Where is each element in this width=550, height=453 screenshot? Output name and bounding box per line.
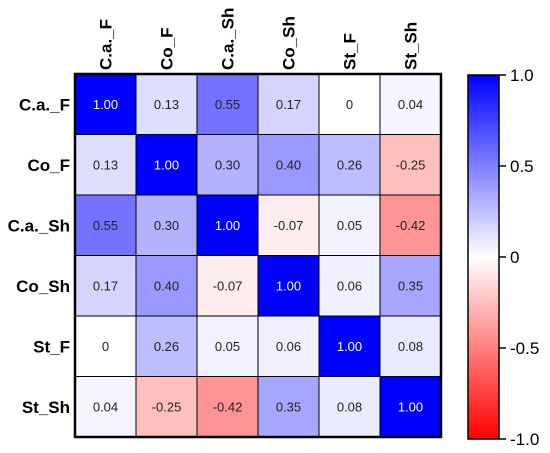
cell-value-label: 0.40 <box>154 278 179 293</box>
cell-value-label: -0.42 <box>396 218 426 233</box>
colorbar-tick-label: 1.0 <box>510 66 534 85</box>
colorbar-gradient-bar <box>467 74 500 440</box>
cell-value-label: 0.08 <box>337 399 362 414</box>
heatmap-value-labels: 1.00 0.13 0.55 0.17 0 0.04 0.13 1.00 0.30 0.40 0.2… <box>93 97 425 415</box>
colorbar-tick-label: -0.5 <box>510 339 539 358</box>
heatmap-cell <box>379 376 442 438</box>
heatmap-cells <box>74 73 442 438</box>
cell-value-label: 0.40 <box>276 157 301 172</box>
cell-value-label: 0.35 <box>398 278 423 293</box>
cell-value-label: 1.00 <box>215 218 240 233</box>
cell-value-label: 0.06 <box>276 339 301 354</box>
colorbar-tick-label: -1.0 <box>510 430 539 449</box>
heatmap-cell <box>135 255 198 317</box>
column-label: C.a._F <box>97 19 116 70</box>
column-label: Co_F <box>158 28 177 71</box>
heatmap-cell <box>318 315 381 377</box>
colorbar-tick-label: 0 <box>510 248 519 267</box>
row-label: Co_Sh <box>16 277 70 296</box>
cell-value-label: 0.04 <box>398 97 423 112</box>
heatmap-frame <box>73 72 443 439</box>
row-label: C.a._Sh <box>8 216 70 235</box>
cell-value-label: 0.26 <box>337 157 362 172</box>
cell-value-label: 0.35 <box>276 399 301 414</box>
column-label: St_F <box>341 33 360 70</box>
cell-value-label: 0 <box>346 97 353 112</box>
heatmap-cell <box>257 315 320 377</box>
cell-value-label: -0.42 <box>213 399 243 414</box>
cell-value-label: 0.04 <box>93 399 118 414</box>
colorbar-ticks: 1.0 0.5 0 -0.5 -1.0 <box>499 66 539 449</box>
heatmap-cell <box>196 315 259 377</box>
colorbar-tick-label: 0.5 <box>510 157 534 176</box>
row-label: St_Sh <box>22 398 70 417</box>
cell-value-label: 0.55 <box>215 97 240 112</box>
cell-value-label: 0.05 <box>215 339 240 354</box>
heatmap-cell <box>379 73 442 135</box>
column-label: C.a._Sh <box>219 8 238 70</box>
row-label: Co_F <box>28 156 71 175</box>
cell-value-label: 0.08 <box>398 339 423 354</box>
cell-value-label: -0.25 <box>152 399 182 414</box>
cell-value-label: 1.00 <box>276 278 301 293</box>
heatmap-cell <box>135 194 198 256</box>
cell-value-label: 0.30 <box>154 218 179 233</box>
cell-value-label: -0.07 <box>274 218 304 233</box>
column-label: St_Sh <box>402 22 421 70</box>
cell-value-label: 1.00 <box>337 339 362 354</box>
heatmap-cell <box>135 134 198 196</box>
row-label: C.a._F <box>19 95 70 114</box>
cell-value-label: 0.13 <box>93 157 118 172</box>
column-label: Co_Sh <box>280 16 299 70</box>
cell-value-label: 1.00 <box>154 157 179 172</box>
cell-value-label: 0.13 <box>154 97 179 112</box>
heatmap-cell <box>318 194 381 256</box>
heatmap-cell <box>318 255 381 317</box>
heatmap-cell <box>257 255 320 317</box>
cell-value-label: 0.17 <box>93 278 118 293</box>
cell-value-label: 1.00 <box>93 97 118 112</box>
heatmap-cell <box>257 194 320 256</box>
row-labels: C.a._F Co_F C.a._Sh Co_Sh St_F St_Sh <box>8 95 70 417</box>
heatmap-cell <box>74 376 137 438</box>
cell-value-label: 0.06 <box>337 278 362 293</box>
heatmap-cell <box>196 255 259 317</box>
row-label: St_F <box>33 337 70 356</box>
heatmap-cell <box>257 134 320 196</box>
cell-value-label: 0.55 <box>93 218 118 233</box>
cell-value-label: -0.07 <box>213 278 243 293</box>
cell-value-label: 0 <box>102 339 109 354</box>
cell-value-label: 0.30 <box>215 157 240 172</box>
heatmap-cell <box>135 73 198 135</box>
cell-value-label: 0.17 <box>276 97 301 112</box>
heatmap-cell <box>379 194 442 256</box>
heatmap-cell <box>74 255 137 317</box>
cell-value-label: -0.25 <box>396 157 426 172</box>
cell-value-label: 1.00 <box>398 399 423 414</box>
heatmap-cell <box>379 134 442 196</box>
cell-value-label: 0.26 <box>154 339 179 354</box>
column-labels: C.a._F Co_F C.a._Sh Co_Sh St_F St_Sh <box>97 8 421 70</box>
colorbar: 1.0 0.5 0 -0.5 -1.0 <box>467 66 539 449</box>
heatmap-cell <box>74 315 137 377</box>
cell-value-label: 0.05 <box>337 218 362 233</box>
heatmap-cell <box>74 73 137 135</box>
